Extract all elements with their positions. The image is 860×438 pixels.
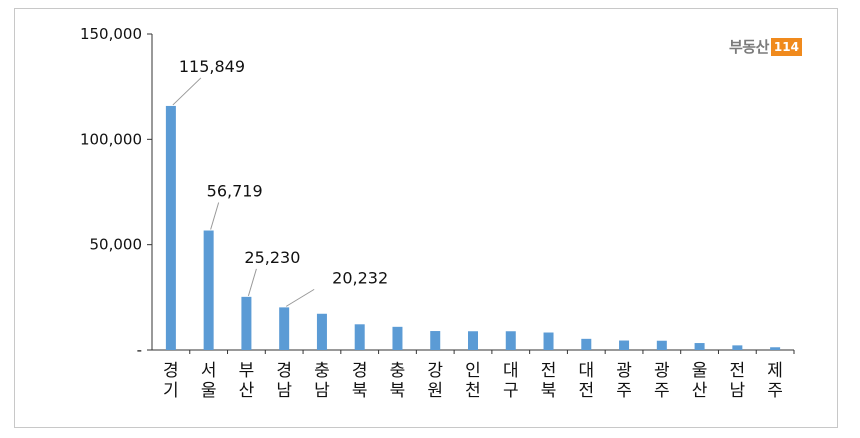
category-label: 광 xyxy=(616,361,632,381)
category-label: 주 xyxy=(654,381,670,401)
category-label: 산 xyxy=(692,381,708,401)
category-label: 경 xyxy=(276,361,292,381)
bar xyxy=(354,324,365,350)
bar xyxy=(694,343,705,350)
logo-text: 부동산 xyxy=(729,38,769,56)
category-label: 남 xyxy=(314,381,330,401)
bar xyxy=(279,307,290,350)
bar xyxy=(543,332,554,350)
logo-badge: 114 xyxy=(770,37,802,56)
data-label: 25,230 xyxy=(244,248,300,267)
category-label: 기 xyxy=(163,381,179,401)
leader-line xyxy=(172,77,202,106)
category-label: 충 xyxy=(314,361,330,381)
bar xyxy=(581,338,592,350)
category-label: 인 xyxy=(465,361,481,381)
category-label: 대 xyxy=(503,361,519,381)
bar xyxy=(770,347,781,350)
category-label: 구 xyxy=(503,381,519,401)
category-label: 대 xyxy=(578,361,594,381)
category-label: 울 xyxy=(692,361,708,381)
bar-chart: -50,000100,000150,000경기서울부산경남충남경북충북강원인천대… xyxy=(80,25,795,401)
bar xyxy=(165,105,176,351)
category-label: 울 xyxy=(201,381,217,401)
bar xyxy=(241,296,252,350)
category-label: 주 xyxy=(616,381,632,401)
category-label: 북 xyxy=(390,381,406,401)
category-label: 남 xyxy=(276,381,292,401)
bar xyxy=(316,313,327,350)
category-label: 산 xyxy=(239,381,255,401)
category-label: 전 xyxy=(541,361,557,381)
category-label: 제 xyxy=(767,361,783,381)
leader-line xyxy=(285,288,315,307)
data-label: 115,849 xyxy=(179,57,245,76)
bar xyxy=(468,331,478,350)
category-label: 경 xyxy=(352,361,368,381)
chart-frame: -50,000 100,000 150,000 경 기 서 울 부 산 경 남 충 남 경 북 충 북 강 원 인 천 대… xyxy=(14,8,838,428)
y-tick-label: 150,000 xyxy=(80,25,142,43)
data-label: 20,232 xyxy=(332,268,388,287)
brand-logo: 부동산 114 xyxy=(729,36,802,57)
y-tick-label: 100,000 xyxy=(80,130,142,148)
leader-line xyxy=(210,202,220,230)
category-label: 북 xyxy=(541,381,557,401)
category-label: 경 xyxy=(163,361,179,381)
category-label: 전 xyxy=(578,381,594,401)
category-label: 부 xyxy=(239,361,255,381)
bar xyxy=(732,345,743,350)
category-label: 주 xyxy=(767,381,783,401)
y-tick-label: 50,000 xyxy=(90,236,143,254)
y-tick-label: - xyxy=(137,341,142,359)
bar xyxy=(203,230,214,350)
category-label: 전 xyxy=(730,361,746,381)
leader-line xyxy=(247,268,257,296)
category-label: 충 xyxy=(390,361,406,381)
bar xyxy=(619,340,630,350)
bar xyxy=(505,331,516,350)
category-label: 서 xyxy=(201,361,217,381)
bar xyxy=(430,331,441,350)
category-label: 남 xyxy=(730,381,746,401)
data-label: 56,719 xyxy=(207,182,263,201)
category-label: 천 xyxy=(465,381,481,401)
bar xyxy=(392,326,403,350)
category-label: 북 xyxy=(352,381,368,401)
category-label: 강 xyxy=(427,361,443,381)
category-label: 원 xyxy=(427,381,443,401)
bar xyxy=(656,340,667,350)
category-label: 광 xyxy=(654,361,670,381)
